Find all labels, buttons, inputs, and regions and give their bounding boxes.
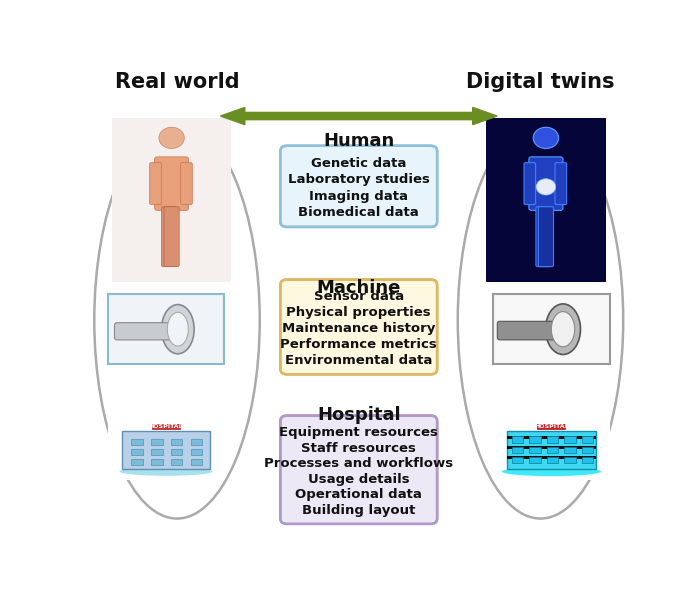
FancyBboxPatch shape <box>512 446 524 453</box>
FancyBboxPatch shape <box>112 118 231 282</box>
FancyBboxPatch shape <box>547 436 559 443</box>
FancyBboxPatch shape <box>281 280 437 375</box>
FancyBboxPatch shape <box>529 446 541 453</box>
Polygon shape <box>220 107 497 125</box>
FancyBboxPatch shape <box>131 449 143 455</box>
FancyBboxPatch shape <box>582 457 594 463</box>
FancyBboxPatch shape <box>131 459 143 465</box>
FancyBboxPatch shape <box>150 163 161 204</box>
Ellipse shape <box>167 312 188 346</box>
FancyBboxPatch shape <box>122 431 211 469</box>
FancyBboxPatch shape <box>536 207 551 267</box>
FancyBboxPatch shape <box>493 410 610 480</box>
FancyBboxPatch shape <box>108 294 225 365</box>
Text: Genetic data: Genetic data <box>311 157 407 170</box>
Ellipse shape <box>552 312 575 347</box>
FancyBboxPatch shape <box>564 436 576 443</box>
Ellipse shape <box>502 467 601 476</box>
Text: Environmental data: Environmental data <box>285 353 433 367</box>
FancyBboxPatch shape <box>497 322 570 340</box>
FancyBboxPatch shape <box>547 457 559 463</box>
FancyBboxPatch shape <box>131 439 143 445</box>
FancyBboxPatch shape <box>281 416 437 524</box>
FancyBboxPatch shape <box>155 157 188 210</box>
FancyBboxPatch shape <box>486 118 606 282</box>
Text: Sensor data: Sensor data <box>314 290 404 303</box>
Text: Maintenance history: Maintenance history <box>282 322 435 335</box>
Text: Human: Human <box>323 132 394 150</box>
FancyBboxPatch shape <box>512 436 524 443</box>
FancyBboxPatch shape <box>512 457 524 463</box>
FancyBboxPatch shape <box>507 431 596 469</box>
FancyBboxPatch shape <box>529 457 541 463</box>
FancyBboxPatch shape <box>171 449 183 455</box>
FancyBboxPatch shape <box>538 207 554 267</box>
FancyBboxPatch shape <box>507 446 596 449</box>
Text: HOSPITAL: HOSPITAL <box>534 425 568 429</box>
Text: Imaging data: Imaging data <box>309 190 408 203</box>
FancyBboxPatch shape <box>164 207 179 267</box>
Ellipse shape <box>458 122 623 518</box>
FancyBboxPatch shape <box>171 459 183 465</box>
Text: Digital twins: Digital twins <box>466 72 615 92</box>
Text: Equipment resources: Equipment resources <box>279 426 438 439</box>
Ellipse shape <box>545 304 580 355</box>
FancyBboxPatch shape <box>181 163 192 204</box>
FancyBboxPatch shape <box>115 323 184 340</box>
Text: Laboratory studies: Laboratory studies <box>288 173 430 186</box>
FancyBboxPatch shape <box>529 436 541 443</box>
Text: HOSPITAL: HOSPITAL <box>149 425 183 429</box>
Circle shape <box>159 127 184 148</box>
FancyBboxPatch shape <box>281 145 437 227</box>
Text: Real world: Real world <box>115 72 239 92</box>
Circle shape <box>536 178 556 195</box>
FancyBboxPatch shape <box>507 436 596 439</box>
FancyBboxPatch shape <box>190 459 202 465</box>
Text: Physical properties: Physical properties <box>286 306 431 319</box>
FancyBboxPatch shape <box>190 449 202 455</box>
Circle shape <box>533 127 559 148</box>
Text: Machine: Machine <box>316 279 401 297</box>
Ellipse shape <box>162 305 194 354</box>
FancyBboxPatch shape <box>152 425 180 429</box>
FancyBboxPatch shape <box>151 449 162 455</box>
FancyBboxPatch shape <box>281 416 437 524</box>
FancyBboxPatch shape <box>281 280 437 375</box>
Text: Biomedical data: Biomedical data <box>298 206 419 219</box>
FancyBboxPatch shape <box>108 410 225 480</box>
FancyBboxPatch shape <box>564 457 576 463</box>
FancyBboxPatch shape <box>151 439 162 445</box>
FancyBboxPatch shape <box>582 446 594 453</box>
FancyBboxPatch shape <box>507 456 596 459</box>
Ellipse shape <box>120 467 213 476</box>
Text: Building layout: Building layout <box>302 504 415 517</box>
Text: Operational data: Operational data <box>295 488 422 501</box>
FancyBboxPatch shape <box>151 459 162 465</box>
Text: Staff resources: Staff resources <box>301 442 416 455</box>
FancyBboxPatch shape <box>524 163 536 204</box>
FancyBboxPatch shape <box>547 446 559 453</box>
FancyBboxPatch shape <box>529 157 563 210</box>
Ellipse shape <box>94 122 260 518</box>
FancyBboxPatch shape <box>162 207 177 267</box>
FancyBboxPatch shape <box>171 439 183 445</box>
Text: Usage details: Usage details <box>308 472 410 485</box>
FancyBboxPatch shape <box>493 294 610 365</box>
FancyBboxPatch shape <box>582 436 594 443</box>
FancyBboxPatch shape <box>564 446 576 453</box>
FancyBboxPatch shape <box>555 163 566 204</box>
Text: Processes and workflows: Processes and workflows <box>264 457 454 470</box>
FancyBboxPatch shape <box>281 145 437 227</box>
FancyBboxPatch shape <box>538 425 566 429</box>
FancyBboxPatch shape <box>190 439 202 445</box>
Text: Hospital: Hospital <box>317 406 400 424</box>
Text: Performance metrics: Performance metrics <box>281 338 437 351</box>
